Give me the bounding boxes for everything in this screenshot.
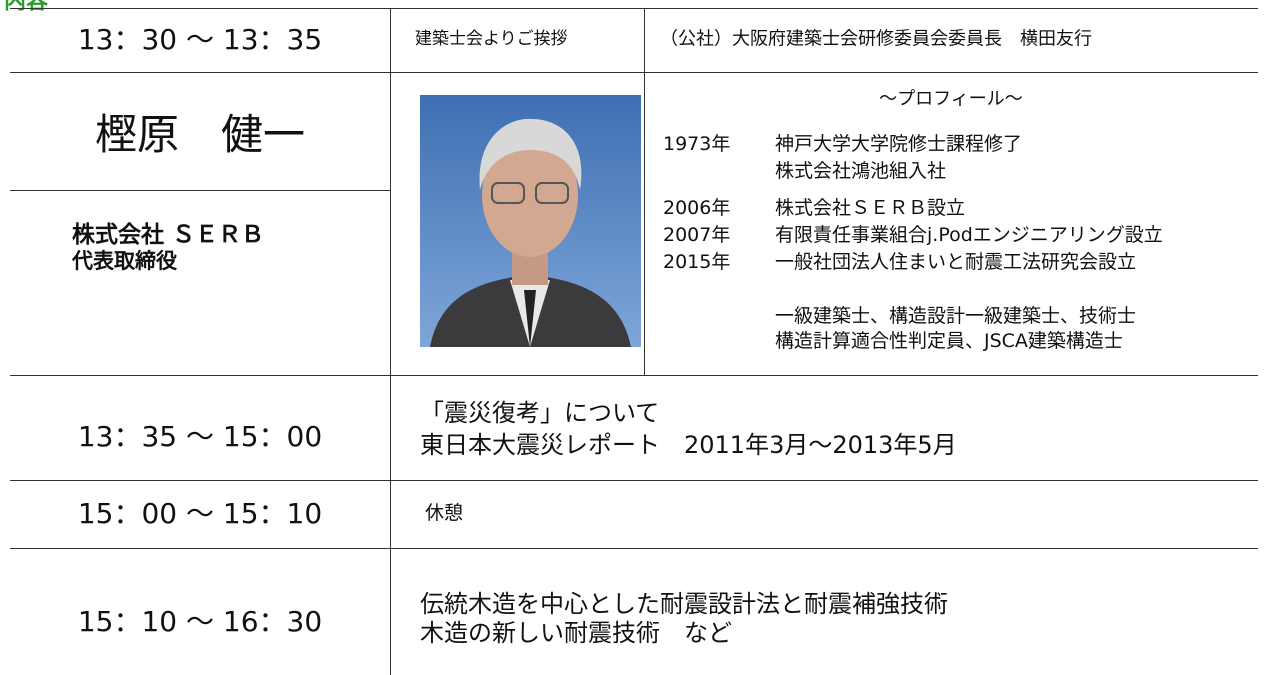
rule (644, 8, 645, 375)
time: 13：30 ～ 13：35 (77, 22, 323, 56)
rule (10, 8, 1258, 9)
event: 株式会社ＳＥＲＢ設立 (775, 197, 966, 220)
item-title: 建築士会よりご挨拶 (415, 29, 568, 50)
qualification: 構造計算適合性判定員、JSCA建築構造士 (775, 330, 1123, 353)
year: 2007年 (663, 224, 731, 247)
year: 2015年 (663, 251, 731, 274)
session-line: 東日本大震災レポート 2011年3月～2013年5月 (420, 431, 957, 460)
year: 2006年 (663, 197, 731, 220)
time: 15：10 ～ 16：30 (77, 604, 323, 638)
qualification: 一級建築士、構造設計一級建築士、技術士 (775, 305, 1137, 328)
rule (10, 480, 1258, 481)
rule (10, 548, 1258, 549)
company: 株式会社 ＳＥＲＢ (72, 221, 265, 248)
profile-heading: ～プロフィール～ (879, 88, 1023, 110)
rule (10, 375, 1258, 376)
session-line: 伝統木造を中心とした耐震設計法と耐震補強技術 (420, 590, 948, 619)
time: 13：35 ～ 15：00 (77, 419, 323, 453)
speaker: （公社）大阪府建築士会研修委員会委員長 横田友行 (660, 28, 1092, 50)
position: 代表取締役 (72, 248, 177, 273)
portrait-photo (420, 95, 641, 347)
rule (10, 190, 390, 191)
section-title: 内容 (4, 0, 49, 15)
event: 神戸大学大学院修士課程修了 (775, 133, 1023, 156)
session-line: 木造の新しい耐震技術 など (420, 619, 732, 648)
year: 1973年 (663, 133, 731, 156)
session-line: 「震災復考」について (420, 399, 660, 428)
session-line: 休憩 (425, 502, 464, 525)
event: 一般社団法人住まいと耐震工法研究会設立 (775, 251, 1137, 274)
rule (390, 8, 391, 675)
rule (10, 72, 1258, 73)
event: 有限責任事業組合j.Podエンジニアリング設立 (775, 224, 1163, 247)
lecturer-name: 樫原 健一 (94, 109, 305, 159)
event: 株式会社鴻池組入社 (775, 160, 947, 183)
time: 15：00 ～ 15：10 (77, 496, 323, 530)
